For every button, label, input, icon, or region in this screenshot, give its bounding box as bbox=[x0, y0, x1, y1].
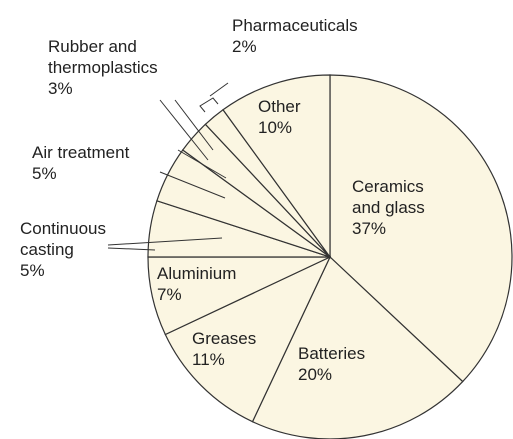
category-label: Air treatment bbox=[32, 143, 130, 162]
label: Air treatment 5% bbox=[32, 142, 182, 184]
leader-line bbox=[199, 97, 219, 113]
value-label: 7% bbox=[157, 285, 182, 304]
label: Aluminium 7% bbox=[157, 263, 267, 305]
pie-slice bbox=[251, 255, 464, 439]
label: Pharmaceuticals 2% bbox=[232, 15, 412, 57]
leader-lines bbox=[107, 82, 229, 251]
leader-line bbox=[174, 99, 214, 151]
leader-line bbox=[107, 247, 156, 251]
leader-line bbox=[159, 171, 226, 199]
label: Batteries 20% bbox=[298, 343, 408, 385]
value-label: 3% bbox=[48, 79, 73, 98]
category-label: Batteries bbox=[298, 344, 366, 363]
leader-line bbox=[209, 82, 229, 97]
value-label: 37% bbox=[352, 219, 387, 238]
category-label: Other bbox=[258, 97, 301, 116]
category-label: Ceramics and glass bbox=[352, 177, 425, 217]
label: Rubber and thermoplastics 3% bbox=[48, 36, 213, 99]
value-label: 2% bbox=[232, 37, 257, 56]
value-label: 5% bbox=[20, 261, 45, 280]
value-label: 10% bbox=[258, 118, 293, 137]
category-label: Greases bbox=[192, 329, 257, 348]
leader-line bbox=[159, 99, 209, 161]
category-label: Continuous casting bbox=[20, 219, 107, 259]
leader-line bbox=[107, 237, 223, 246]
value-label: 11% bbox=[192, 350, 225, 369]
category-label: Aluminium bbox=[157, 264, 237, 283]
label: Other 10% bbox=[258, 96, 328, 138]
value-label: 20% bbox=[298, 365, 333, 384]
pie-slice bbox=[164, 255, 332, 423]
pie-slice bbox=[222, 74, 331, 259]
pie-slice bbox=[329, 74, 513, 383]
category-label: Rubber and thermoplastics bbox=[48, 37, 158, 77]
label: Continuous casting 5% bbox=[20, 218, 120, 281]
value-label: 5% bbox=[32, 164, 57, 183]
category-label: Pharmaceuticals bbox=[232, 16, 358, 35]
leader-line bbox=[177, 149, 227, 179]
label: Ceramics and glass 37% bbox=[352, 176, 452, 239]
label: Greases 11% bbox=[192, 328, 292, 370]
